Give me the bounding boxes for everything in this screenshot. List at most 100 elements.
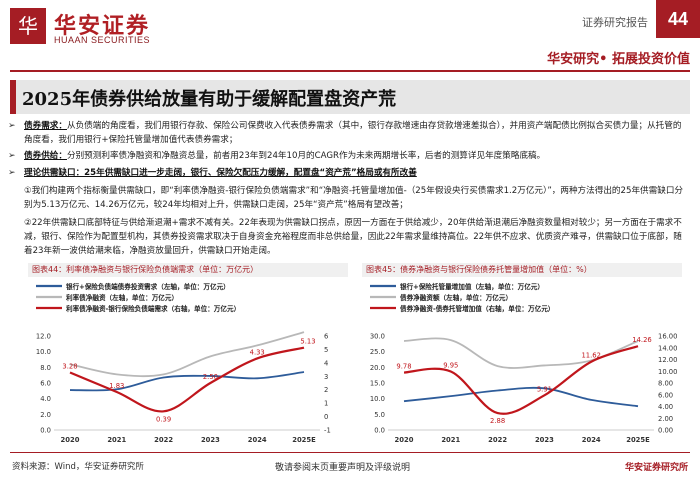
right-tick-label: 16.00	[658, 333, 677, 341]
right-tick-label: 2.00	[658, 415, 673, 423]
bullet-text: 分别预测利率债净融资和净融资总量，前者用23年到24年10月的CAGR作为未来两…	[66, 151, 546, 161]
data-label: 5.91	[537, 385, 552, 393]
left-tick-label: 10.0	[36, 348, 51, 356]
left-tick-label: 0.0	[374, 427, 385, 435]
data-label: 2.50	[203, 373, 218, 381]
gap-method-text: ①我们构建两个指标衡量供需缺口，即“利率债净融资-银行保险负债端需求”和“净融资…	[24, 186, 684, 210]
chart-44: 银行+保险负债端债券投资需求（左轴，单位：万亿元） 利率债净融资（左轴，单位：万亿…	[36, 282, 331, 444]
data-label: 9.95	[443, 362, 458, 370]
right-tick-label: 4.00	[658, 403, 673, 411]
data-label: 1.83	[109, 382, 124, 390]
logo-english: HUAAN SECURITIES	[54, 35, 151, 45]
left-tick-label: 2.0	[40, 411, 51, 419]
left-tick-label: 0.0	[40, 427, 51, 435]
right-tick-label: 6	[324, 333, 328, 341]
source-note: 资料来源：Wind，华安证券研究所	[12, 462, 144, 472]
right-tick-label: 4	[324, 359, 328, 367]
figure-45-header: 图表45：债券净融资与银行保险债券托管量增加值（单位：%）	[362, 263, 682, 277]
x-tick-label: 2025E	[292, 436, 316, 444]
series-line-1	[403, 386, 639, 408]
right-tick-label: 10.00	[658, 368, 677, 376]
right-tick-label: 14.00	[658, 344, 677, 352]
left-tick-label: 12.0	[36, 333, 51, 341]
bullet-gap: 理论供需缺口：25年供需缺口进一步走阔，银行、保险欠配压力缓解，配置盘“资产荒”…	[24, 166, 686, 180]
left-tick-label: 4.0	[40, 395, 51, 403]
series-line-3	[69, 346, 305, 413]
x-tick-label: 2021	[107, 436, 126, 444]
right-tick-label: 0.00	[658, 427, 673, 435]
data-label: 2.88	[490, 417, 505, 425]
gap-method: ①我们构建两个指标衡量供需缺口，即“利率债净融资-银行保险负债端需求”和“净融资…	[24, 184, 686, 212]
gap-reason: ②22年供需缺口底部特征与供给渐退潮+需求不减有关。22年表现为供需缺口拐点，原…	[24, 216, 686, 258]
bullet-marker: ➢	[8, 168, 16, 178]
bullet-lead: 理论供需缺口：25年供需缺口进一步走阔，银行、保险欠配压力缓解，配置盘“资产荒”…	[24, 168, 417, 178]
x-tick-label: 2022	[154, 436, 173, 444]
series-line-3	[403, 345, 639, 415]
page-number: 44	[656, 0, 700, 38]
data-label: 0.39	[156, 415, 171, 423]
series-line-2	[69, 331, 305, 378]
gap-reason-text: ②22年供需缺口底部特征与供给渐退潮+需求不减有关。22年表现为供需缺口拐点，原…	[24, 218, 682, 256]
left-tick-label: 8.0	[40, 364, 51, 372]
data-label: 14.26	[632, 336, 651, 344]
data-label: 9.78	[396, 363, 411, 371]
footer-divider	[10, 452, 690, 453]
figure-44-header: 图表44：利率债净融资与银行保险负债端需求（单位：万亿元）	[28, 263, 348, 277]
right-tick-label: 12.00	[658, 356, 677, 364]
left-tick-label: 25.0	[370, 348, 385, 356]
right-tick-label: 1	[324, 400, 328, 408]
chart-45: 银行+保险托管量增加值（左轴，单位：万亿元） 债券净融资额（左轴，单位：万亿元） 债…	[370, 282, 678, 444]
x-tick-label: 2023	[201, 436, 220, 444]
bullet-marker: ➢	[8, 151, 16, 161]
left-tick-label: 6.0	[40, 380, 51, 388]
x-tick-label: 2023	[535, 436, 554, 444]
slogan: 华安研究• 拓展投资价值	[547, 52, 690, 67]
legend-label: 利率债净融资（左轴，单位：万亿元）	[66, 293, 178, 302]
right-tick-label: -1	[324, 427, 331, 435]
bullet-demand: 债券需求：从负债端的角度看，我们用银行存款、保险公司保费收入代表债券需求（其中，…	[24, 119, 686, 147]
left-tick-label: 20.0	[370, 364, 385, 372]
figure-44-title: 图表44：利率债净融资与银行保险负债端需求（单位：万亿元）	[32, 265, 259, 274]
left-tick-label: 10.0	[370, 395, 385, 403]
right-tick-label: 0	[324, 413, 328, 421]
figure-45-title: 图表45：债券净融资与银行保险债券托管量增加值（单位：%）	[366, 265, 592, 274]
bullet-lead: 债券供给：	[24, 151, 67, 161]
right-tick-label: 5	[324, 346, 328, 354]
series-line-2	[403, 337, 639, 369]
data-label: 4.33	[250, 348, 265, 356]
logo-seal-icon: 华	[10, 8, 46, 44]
x-tick-label: 2020	[61, 436, 80, 444]
right-tick-label: 8.00	[658, 380, 673, 388]
logo-text: 华安证券	[54, 13, 151, 39]
right-tick-label: 3	[324, 373, 328, 381]
bullet-supply: 债券供给：分别预测利率债净融资和净融资总量，前者用23年到24年10月的CAGR…	[24, 149, 686, 163]
x-tick-label: 2024	[582, 436, 601, 444]
left-tick-label: 30.0	[370, 333, 385, 341]
left-tick-label: 5.0	[374, 411, 385, 419]
title-band	[10, 80, 690, 114]
right-tick-label: 2	[324, 386, 328, 394]
header-divider	[10, 70, 690, 72]
legend-label: 利率债净融资-银行保险负债端需求（右轴，单位：万亿元）	[66, 304, 240, 313]
legend-label: 债券净融资-债券托管增加值（右轴，单位：万亿元）	[400, 304, 554, 313]
legend-label: 银行+保险托管量增加值（左轴，单位：万亿元）	[400, 282, 544, 291]
legend-label: 银行+保险负债端债券投资需求（左轴，单位：万亿元）	[66, 282, 230, 291]
disclaimer-link[interactable]: 敬请参阅末页重要声明及评级说明	[275, 463, 411, 473]
x-tick-label: 2022	[488, 436, 507, 444]
data-label: 5.13	[300, 338, 315, 346]
x-tick-label: 2025E	[626, 436, 650, 444]
footer-brand: 华安证券研究所	[624, 463, 688, 473]
bullet-lead: 债券需求：	[24, 121, 67, 131]
data-label: 3.28	[62, 363, 77, 371]
x-tick-label: 2020	[395, 436, 414, 444]
legend-label: 债券净融资额（左轴，单位：万亿元）	[400, 293, 512, 302]
right-tick-label: 6.00	[658, 391, 673, 399]
left-tick-label: 15.0	[370, 380, 385, 388]
x-tick-label: 2024	[248, 436, 267, 444]
report-type: 证券研究报告	[582, 16, 648, 29]
title-accent	[10, 80, 16, 114]
bullet-marker: ➢	[8, 121, 16, 131]
page-title: 2025年债券供给放量有助于缓解配置盘资产荒	[22, 89, 397, 110]
data-label: 11.62	[581, 352, 600, 360]
bullet-text: 从负债端的角度看，我们用银行存款、保险公司保费收入代表债券需求（其中，银行存款增…	[24, 121, 682, 145]
